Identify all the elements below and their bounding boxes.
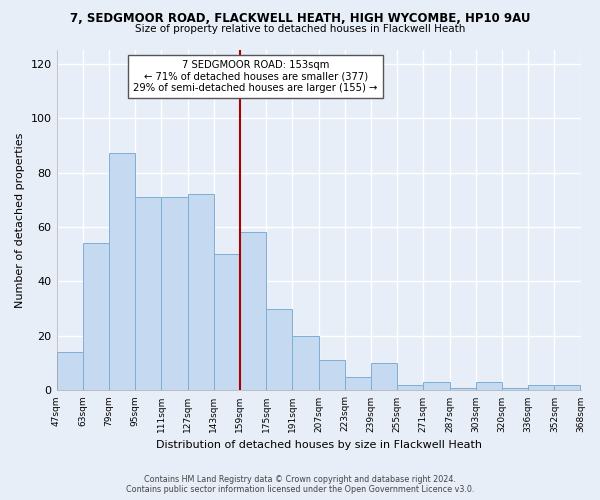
Bar <box>424 382 449 390</box>
Text: Contains HM Land Registry data © Crown copyright and database right 2024.
Contai: Contains HM Land Registry data © Crown c… <box>126 474 474 494</box>
Bar <box>161 197 188 390</box>
Bar <box>345 377 371 390</box>
Text: 7 SEDGMOOR ROAD: 153sqm
← 71% of detached houses are smaller (377)
29% of semi-d: 7 SEDGMOOR ROAD: 153sqm ← 71% of detache… <box>133 60 378 94</box>
Bar <box>266 308 292 390</box>
Text: Size of property relative to detached houses in Flackwell Heath: Size of property relative to detached ho… <box>135 24 465 34</box>
Bar <box>135 197 161 390</box>
Bar <box>83 244 109 390</box>
Text: 7, SEDGMOOR ROAD, FLACKWELL HEATH, HIGH WYCOMBE, HP10 9AU: 7, SEDGMOOR ROAD, FLACKWELL HEATH, HIGH … <box>70 12 530 26</box>
Y-axis label: Number of detached properties: Number of detached properties <box>15 132 25 308</box>
Bar <box>502 388 528 390</box>
Bar <box>397 385 424 390</box>
Bar <box>449 388 476 390</box>
Bar <box>476 382 502 390</box>
Bar <box>56 352 83 391</box>
Bar <box>292 336 319 390</box>
Bar <box>371 363 397 390</box>
Bar <box>188 194 214 390</box>
Bar <box>554 385 580 390</box>
X-axis label: Distribution of detached houses by size in Flackwell Heath: Distribution of detached houses by size … <box>155 440 482 450</box>
Bar <box>319 360 345 390</box>
Bar <box>240 232 266 390</box>
Bar <box>214 254 240 390</box>
Bar <box>528 385 554 390</box>
Bar <box>109 154 135 390</box>
